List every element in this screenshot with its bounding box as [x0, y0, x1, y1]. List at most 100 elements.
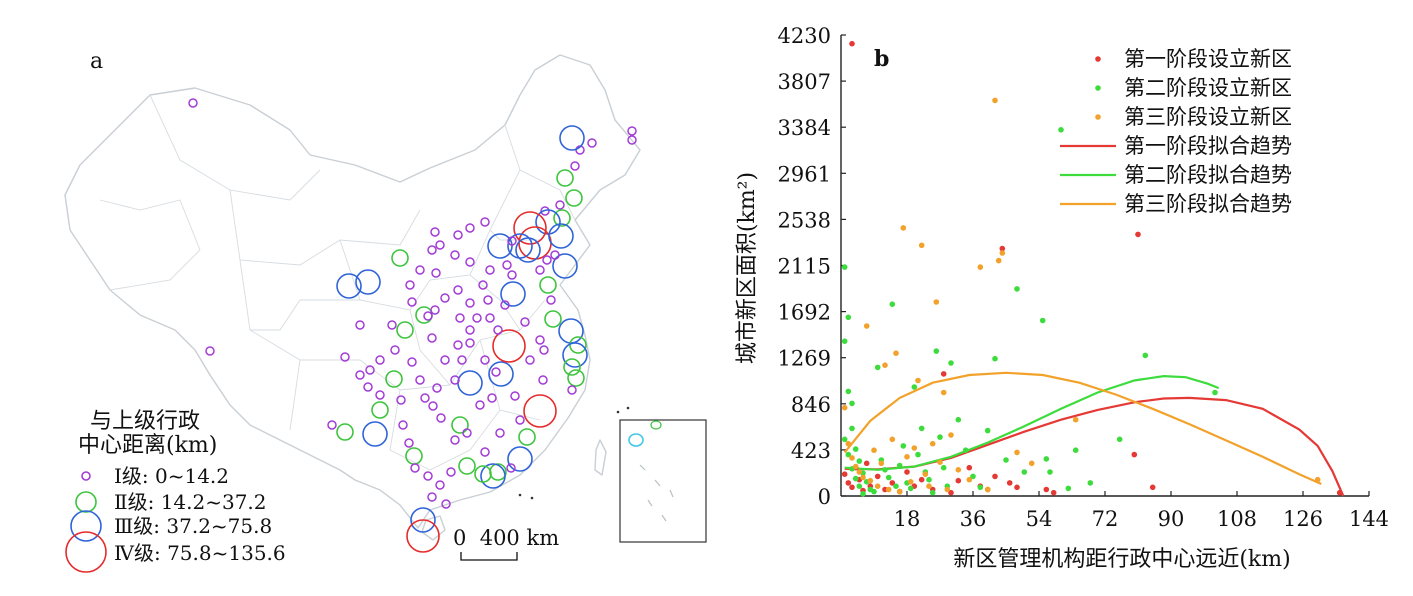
- scatter-point: [1014, 449, 1020, 456]
- map-circle: [544, 310, 562, 328]
- map-circle: [435, 240, 445, 250]
- map-circle: [474, 465, 492, 483]
- scatter-point: [871, 488, 877, 495]
- map-circle: [327, 420, 337, 430]
- map-circle: [410, 463, 420, 473]
- scatter-point: [948, 360, 954, 366]
- map-circle: [539, 276, 557, 294]
- map-circle: [336, 423, 354, 441]
- map-circle: [407, 297, 417, 307]
- scatter-point: [1149, 484, 1156, 491]
- map-circle: [415, 265, 425, 275]
- map-circle: [436, 413, 446, 423]
- map-dot: [530, 496, 534, 500]
- scatter-point: [933, 299, 940, 305]
- scatter-point: [1087, 480, 1094, 486]
- map-circle: [567, 385, 577, 395]
- map-circle: [387, 320, 397, 330]
- china-map: a 0 400 km 与上级行政 中心距离(km) Ⅰ级: 0~14.2 Ⅱ级:…: [64, 49, 707, 573]
- map-circle: [462, 428, 472, 438]
- legend-title-line2: 中心距离(km): [78, 433, 217, 458]
- map-circle: [487, 233, 513, 259]
- map-circle: [355, 269, 381, 295]
- map-circle: [371, 401, 389, 419]
- scatter-point: [940, 464, 947, 471]
- map-circle: [500, 300, 510, 310]
- legend-marker: [1095, 56, 1101, 62]
- map-circle: [488, 361, 514, 387]
- map-circle: [480, 447, 490, 457]
- scatter-point: [1047, 469, 1053, 475]
- map-circle: [355, 370, 365, 380]
- scatter-point: [856, 469, 863, 475]
- scatter-point: [1212, 389, 1218, 396]
- scatter-point: [841, 404, 848, 411]
- scatter-point: [856, 458, 863, 464]
- scatter-point: [849, 425, 855, 432]
- scatter-point: [889, 480, 896, 486]
- map-circle: [465, 223, 475, 233]
- map-circle: [450, 435, 460, 445]
- scatter-point: [992, 473, 998, 480]
- trend-line: [844, 374, 1220, 471]
- map-circle: [453, 340, 463, 350]
- map-circle: [472, 313, 482, 323]
- y-axis-label: 城市新区面积(km²): [735, 172, 760, 364]
- map-circle: [491, 367, 501, 377]
- scatter-point: [907, 485, 914, 492]
- scatter-point: [1142, 352, 1149, 359]
- scatter-point: [841, 436, 848, 443]
- inset-islands: [639, 464, 674, 522]
- scatter-point: [904, 469, 910, 475]
- map-circle: [430, 227, 440, 237]
- scatter-point: [1336, 489, 1343, 496]
- map-circle: [493, 325, 503, 335]
- map-circle: [507, 446, 533, 472]
- scatter-point: [995, 257, 1002, 264]
- scatter-chart: b 18 36 54 72 90 108 126 144 0 423 846 1269 1692 2115…: [735, 24, 1389, 572]
- scatter-point: [929, 489, 936, 496]
- map-circle: [520, 317, 530, 327]
- scatter-point: [874, 473, 881, 480]
- map-circle: [355, 320, 365, 330]
- map-circle: [559, 125, 585, 151]
- x-tick-label: 54: [1026, 507, 1053, 531]
- scatter-point: [904, 454, 910, 460]
- scatter-point: [1116, 436, 1123, 443]
- scatter-point: [1021, 469, 1028, 475]
- map-circle: [336, 273, 362, 299]
- scatter-point: [849, 484, 855, 491]
- scatter-point: [1135, 231, 1141, 238]
- scatter-point: [999, 245, 1006, 252]
- y-tick-label: 2115: [778, 255, 831, 279]
- map-circle: [546, 295, 556, 305]
- map-circle: [523, 394, 557, 428]
- scatter-point: [874, 483, 881, 490]
- map-circle: [396, 395, 406, 405]
- map-circle: [423, 311, 433, 321]
- map-circle: [340, 352, 350, 362]
- map-circle: [458, 457, 476, 475]
- legend-label: 第二阶段拟合趋势: [1124, 163, 1292, 187]
- scatter-point: [944, 486, 951, 493]
- map-circle: [507, 270, 517, 280]
- map-circle: [540, 206, 550, 216]
- map-circle: [483, 295, 493, 305]
- map-circle: [465, 338, 475, 348]
- y-tick-label: 0: [818, 485, 831, 509]
- map-circle: [450, 250, 460, 260]
- scatter-point: [860, 474, 866, 481]
- legend-label-level2: Ⅱ级: 14.2~37.2: [114, 490, 267, 514]
- map-circle: [553, 209, 571, 227]
- map-circle: [569, 336, 587, 354]
- map-circle: [398, 420, 408, 430]
- y-tick-label: 1269: [778, 347, 831, 371]
- scatter-point: [1050, 489, 1057, 496]
- map-circle: [457, 355, 467, 365]
- map-circle: [538, 375, 548, 385]
- map-circle: [188, 98, 198, 108]
- scatter-point: [845, 440, 852, 447]
- scatter-point: [955, 416, 962, 423]
- map-circle: [415, 375, 425, 385]
- x-tick-label: 108: [1217, 507, 1257, 531]
